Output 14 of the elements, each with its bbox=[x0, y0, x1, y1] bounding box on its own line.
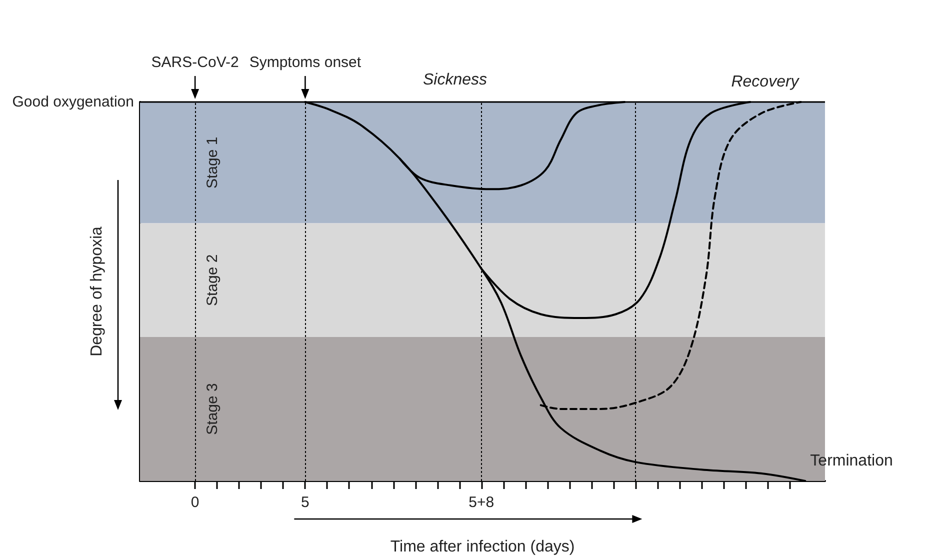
x-tick-label: 5 bbox=[301, 494, 310, 511]
x-tick-label: 5+8 bbox=[468, 494, 494, 511]
x-tick-label: 0 bbox=[190, 494, 200, 511]
ref-line-label: Symptoms onset bbox=[249, 54, 362, 71]
y-axis-title: Degree of hypoxia bbox=[88, 226, 106, 356]
ref-line-label: Good oxygenation bbox=[12, 94, 134, 110]
band-label: Stage 3 bbox=[204, 383, 222, 435]
band-label: Stage 1 bbox=[204, 136, 222, 188]
ref-line-label: SARS-CoV-2 bbox=[151, 54, 239, 71]
x-axis-title: Time after infection (days) bbox=[390, 538, 575, 556]
text: Sickness bbox=[422, 72, 488, 88]
annotation: Termination bbox=[810, 452, 893, 470]
text: Recovery bbox=[731, 74, 800, 90]
band-label: Stage 2 bbox=[204, 254, 222, 306]
